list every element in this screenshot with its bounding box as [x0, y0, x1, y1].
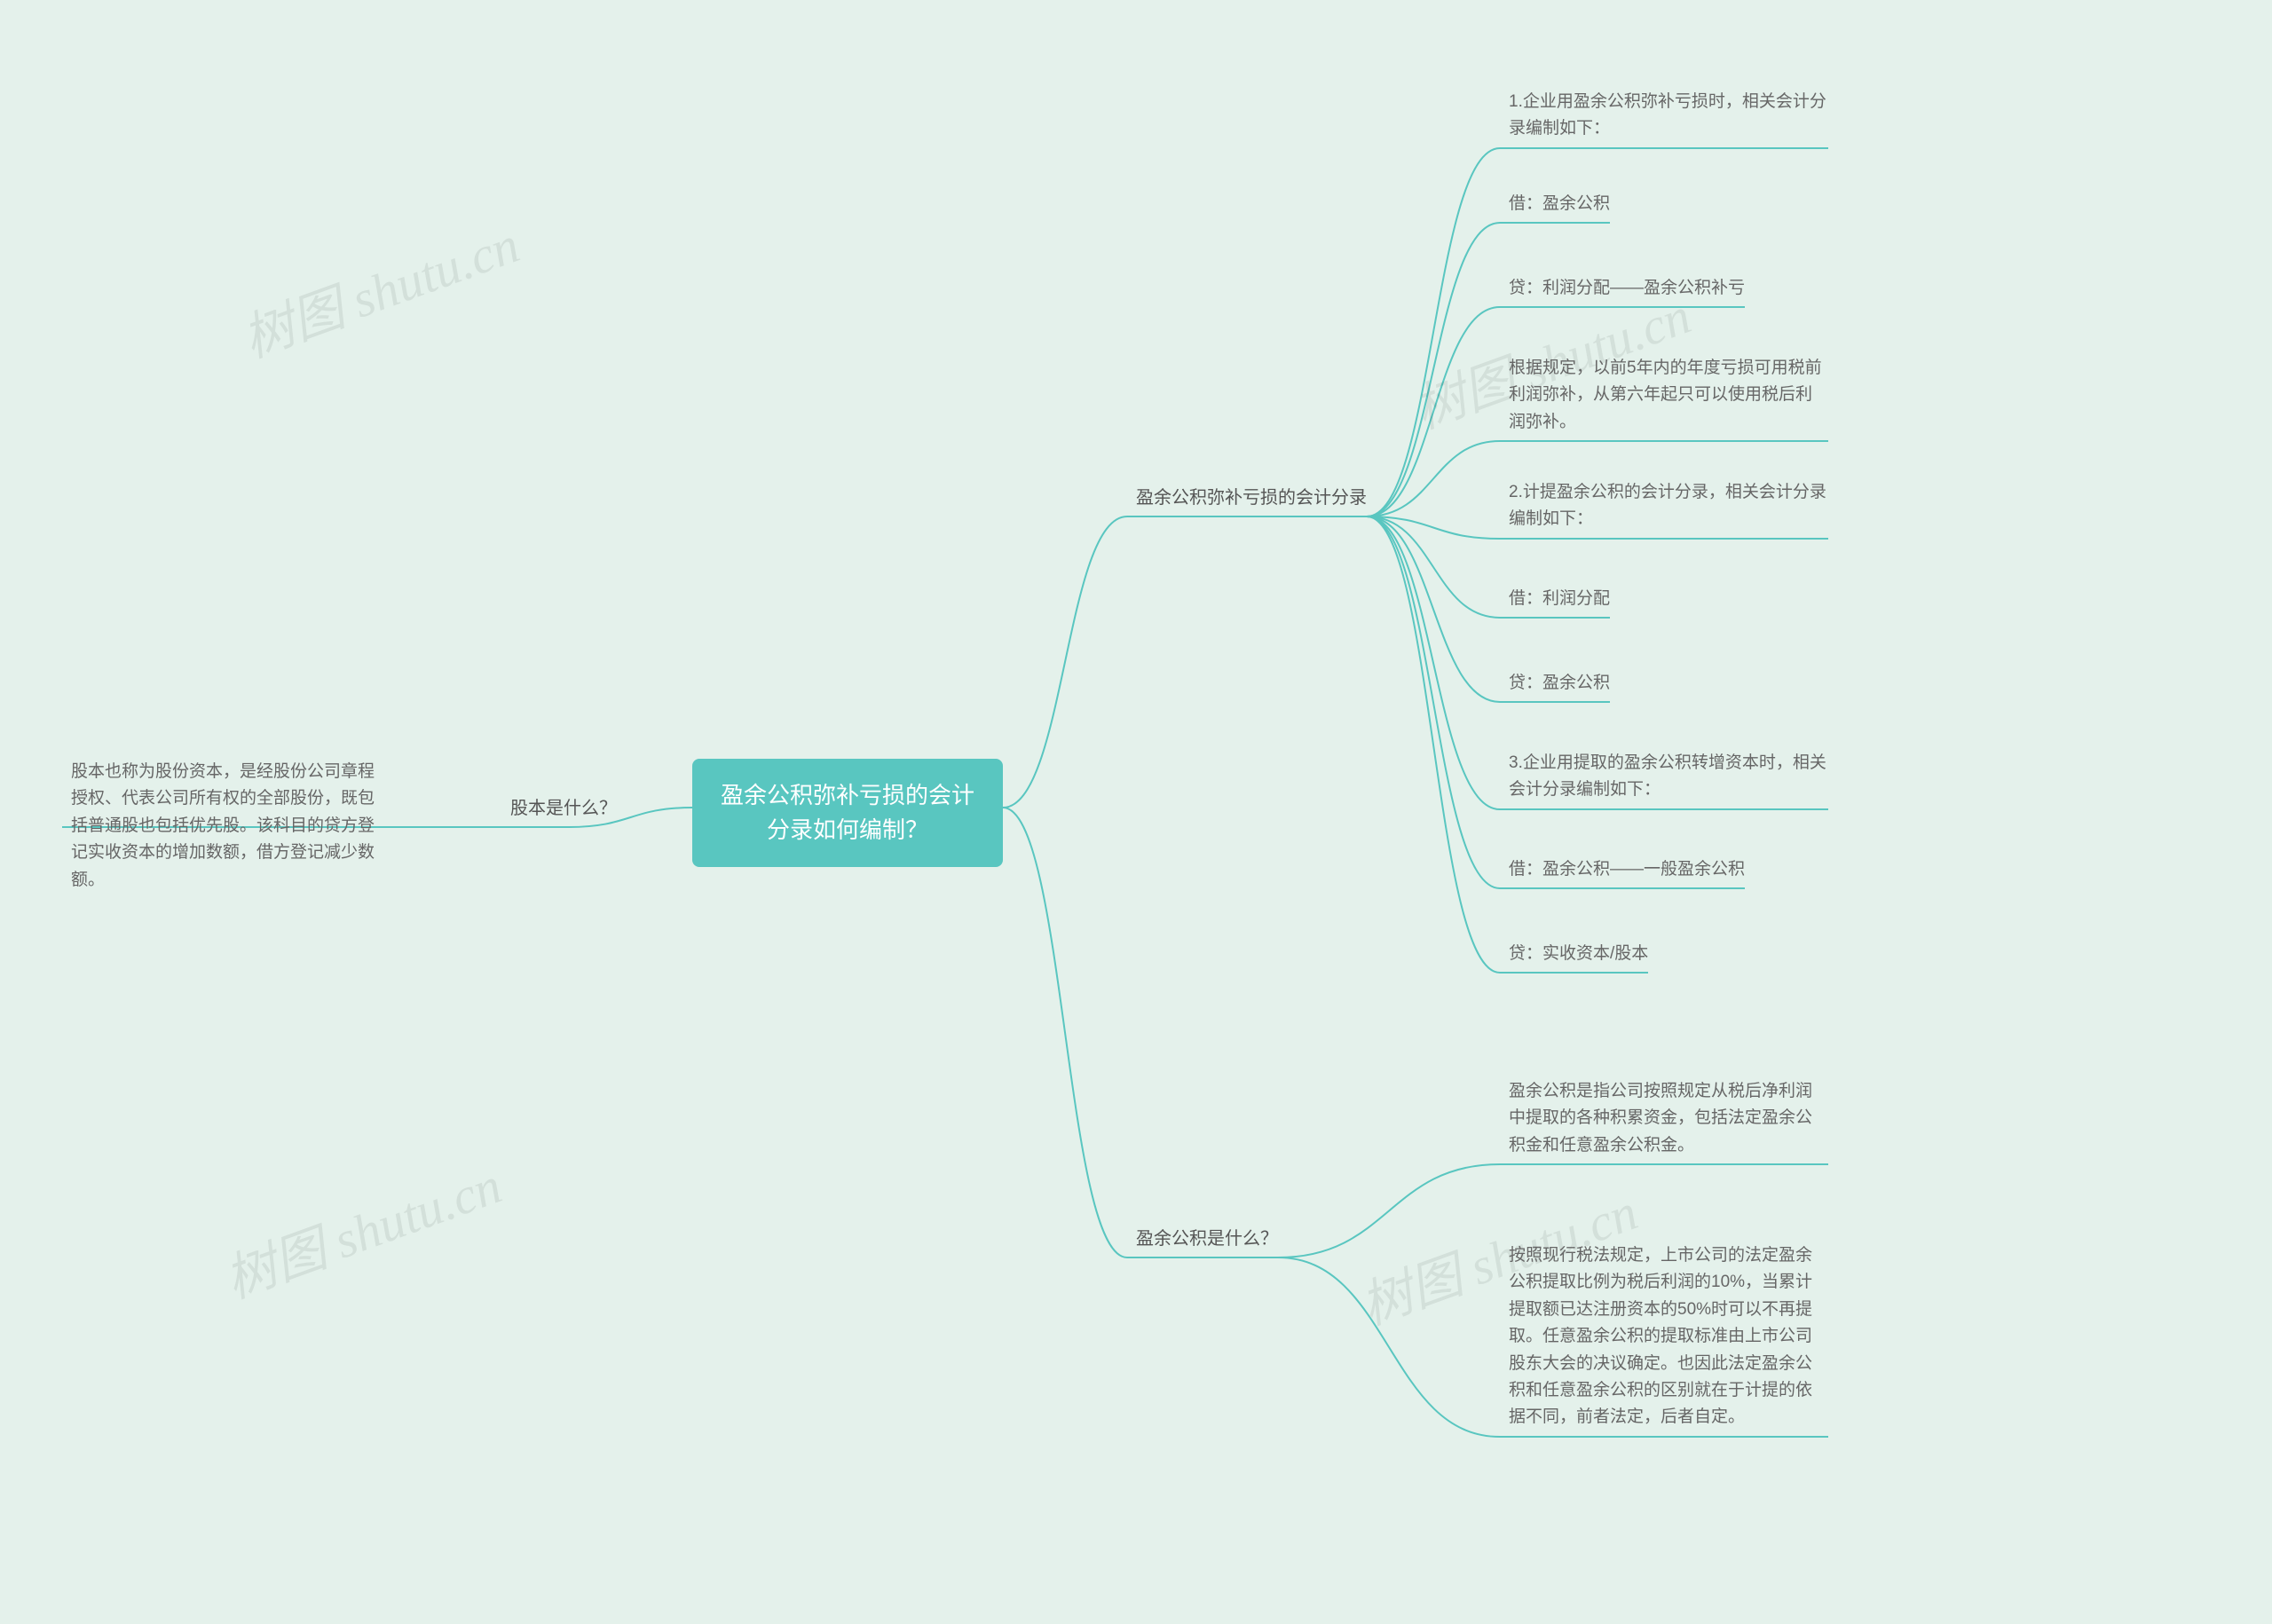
leaf-node: 借：盈余公积: [1509, 191, 1610, 217]
leaf-node: 3.企业用提取的盈余公积转增资本时，相关会计分录编制如下：: [1509, 750, 1828, 804]
branch-node: 盈余公积是什么？: [1136, 1225, 1278, 1253]
leaf-node: 根据规定，以前5年内的年度亏损可用税前利润弥补，从第六年起只可以使用税后利润弥补…: [1509, 355, 1828, 436]
root-node: 盈余公积弥补亏损的会计分录如何编制？: [692, 759, 1003, 867]
leaf-node: 贷：实收资本/股本: [1509, 941, 1648, 967]
leaf-node: 贷：盈余公积: [1509, 670, 1610, 697]
leaf-node: 股本也称为股份资本，是经股份公司章程授权、代表公司所有权的全部股份，既包括普通股…: [71, 759, 390, 894]
leaf-node: 借：利润分配: [1509, 586, 1610, 612]
leaf-node: 贷：利润分配——盈余公积补亏: [1509, 275, 1745, 302]
leaf-node: 2.计提盈余公积的会计分录，相关会计分录编制如下：: [1509, 479, 1828, 533]
leaf-node: 按照现行税法规定，上市公司的法定盈余公积提取比例为税后利润的10%，当累计提取额…: [1509, 1242, 1828, 1431]
leaf-node: 1.企业用盈余公积弥补亏损时，相关会计分录编制如下：: [1509, 89, 1828, 143]
leaf-node: 盈余公积是指公司按照规定从税后净利润中提取的各种积累资金，包括法定盈余公积金和任…: [1509, 1078, 1828, 1159]
branch-node: 盈余公积弥补亏损的会计分录: [1136, 484, 1367, 512]
leaf-node: 借：盈余公积——一般盈余公积: [1509, 856, 1745, 883]
branch-node: 股本是什么？: [510, 794, 617, 823]
